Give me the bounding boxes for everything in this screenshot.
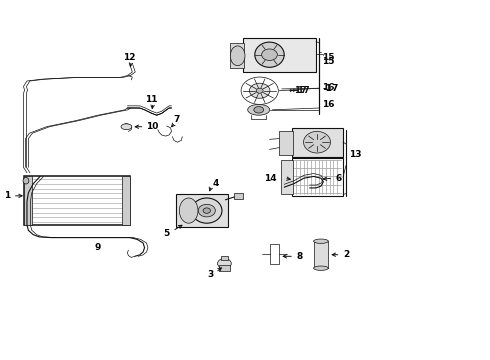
Bar xyxy=(292,158,343,196)
Bar xyxy=(314,241,328,268)
Ellipse shape xyxy=(241,77,278,104)
Ellipse shape xyxy=(254,107,264,113)
Ellipse shape xyxy=(256,88,263,93)
Bar xyxy=(122,176,130,225)
Ellipse shape xyxy=(262,49,277,60)
Bar xyxy=(270,244,279,264)
Bar xyxy=(281,160,293,194)
Text: ←17: ←17 xyxy=(292,86,310,95)
Text: 12: 12 xyxy=(123,53,136,62)
Ellipse shape xyxy=(192,198,222,223)
Bar xyxy=(243,38,316,72)
Text: 10: 10 xyxy=(146,122,158,131)
Ellipse shape xyxy=(314,266,328,270)
Ellipse shape xyxy=(23,177,29,184)
Text: -17: -17 xyxy=(322,84,339,93)
Ellipse shape xyxy=(179,198,198,223)
Text: 11: 11 xyxy=(145,95,157,104)
Text: 7: 7 xyxy=(173,115,180,124)
Ellipse shape xyxy=(218,258,231,269)
Text: 14: 14 xyxy=(264,174,276,183)
Ellipse shape xyxy=(249,83,270,98)
Bar xyxy=(220,256,228,260)
Bar xyxy=(24,176,32,225)
Ellipse shape xyxy=(314,239,328,243)
Ellipse shape xyxy=(247,104,270,115)
Text: 8: 8 xyxy=(297,252,303,261)
Bar xyxy=(230,43,244,68)
Text: 15: 15 xyxy=(322,57,335,66)
Ellipse shape xyxy=(230,46,245,66)
Bar xyxy=(292,128,343,157)
Ellipse shape xyxy=(303,131,330,153)
Text: 2: 2 xyxy=(343,250,349,259)
Text: 16: 16 xyxy=(322,84,335,93)
Ellipse shape xyxy=(255,42,284,67)
Text: 3: 3 xyxy=(207,270,214,279)
Text: 16: 16 xyxy=(322,100,335,109)
Ellipse shape xyxy=(198,204,216,217)
Text: 4: 4 xyxy=(212,179,219,188)
Text: 5: 5 xyxy=(163,229,170,238)
Text: 6: 6 xyxy=(336,174,342,183)
Bar xyxy=(234,193,243,199)
Ellipse shape xyxy=(203,208,211,213)
Text: 13: 13 xyxy=(349,150,362,159)
Bar xyxy=(176,194,228,227)
Ellipse shape xyxy=(121,124,132,130)
Text: ←17: ←17 xyxy=(289,86,308,95)
Text: 1: 1 xyxy=(3,192,10,200)
Bar xyxy=(24,176,130,225)
Text: 15: 15 xyxy=(322,53,335,62)
Bar xyxy=(219,265,230,271)
Bar xyxy=(279,131,293,155)
Text: 9: 9 xyxy=(95,243,101,252)
